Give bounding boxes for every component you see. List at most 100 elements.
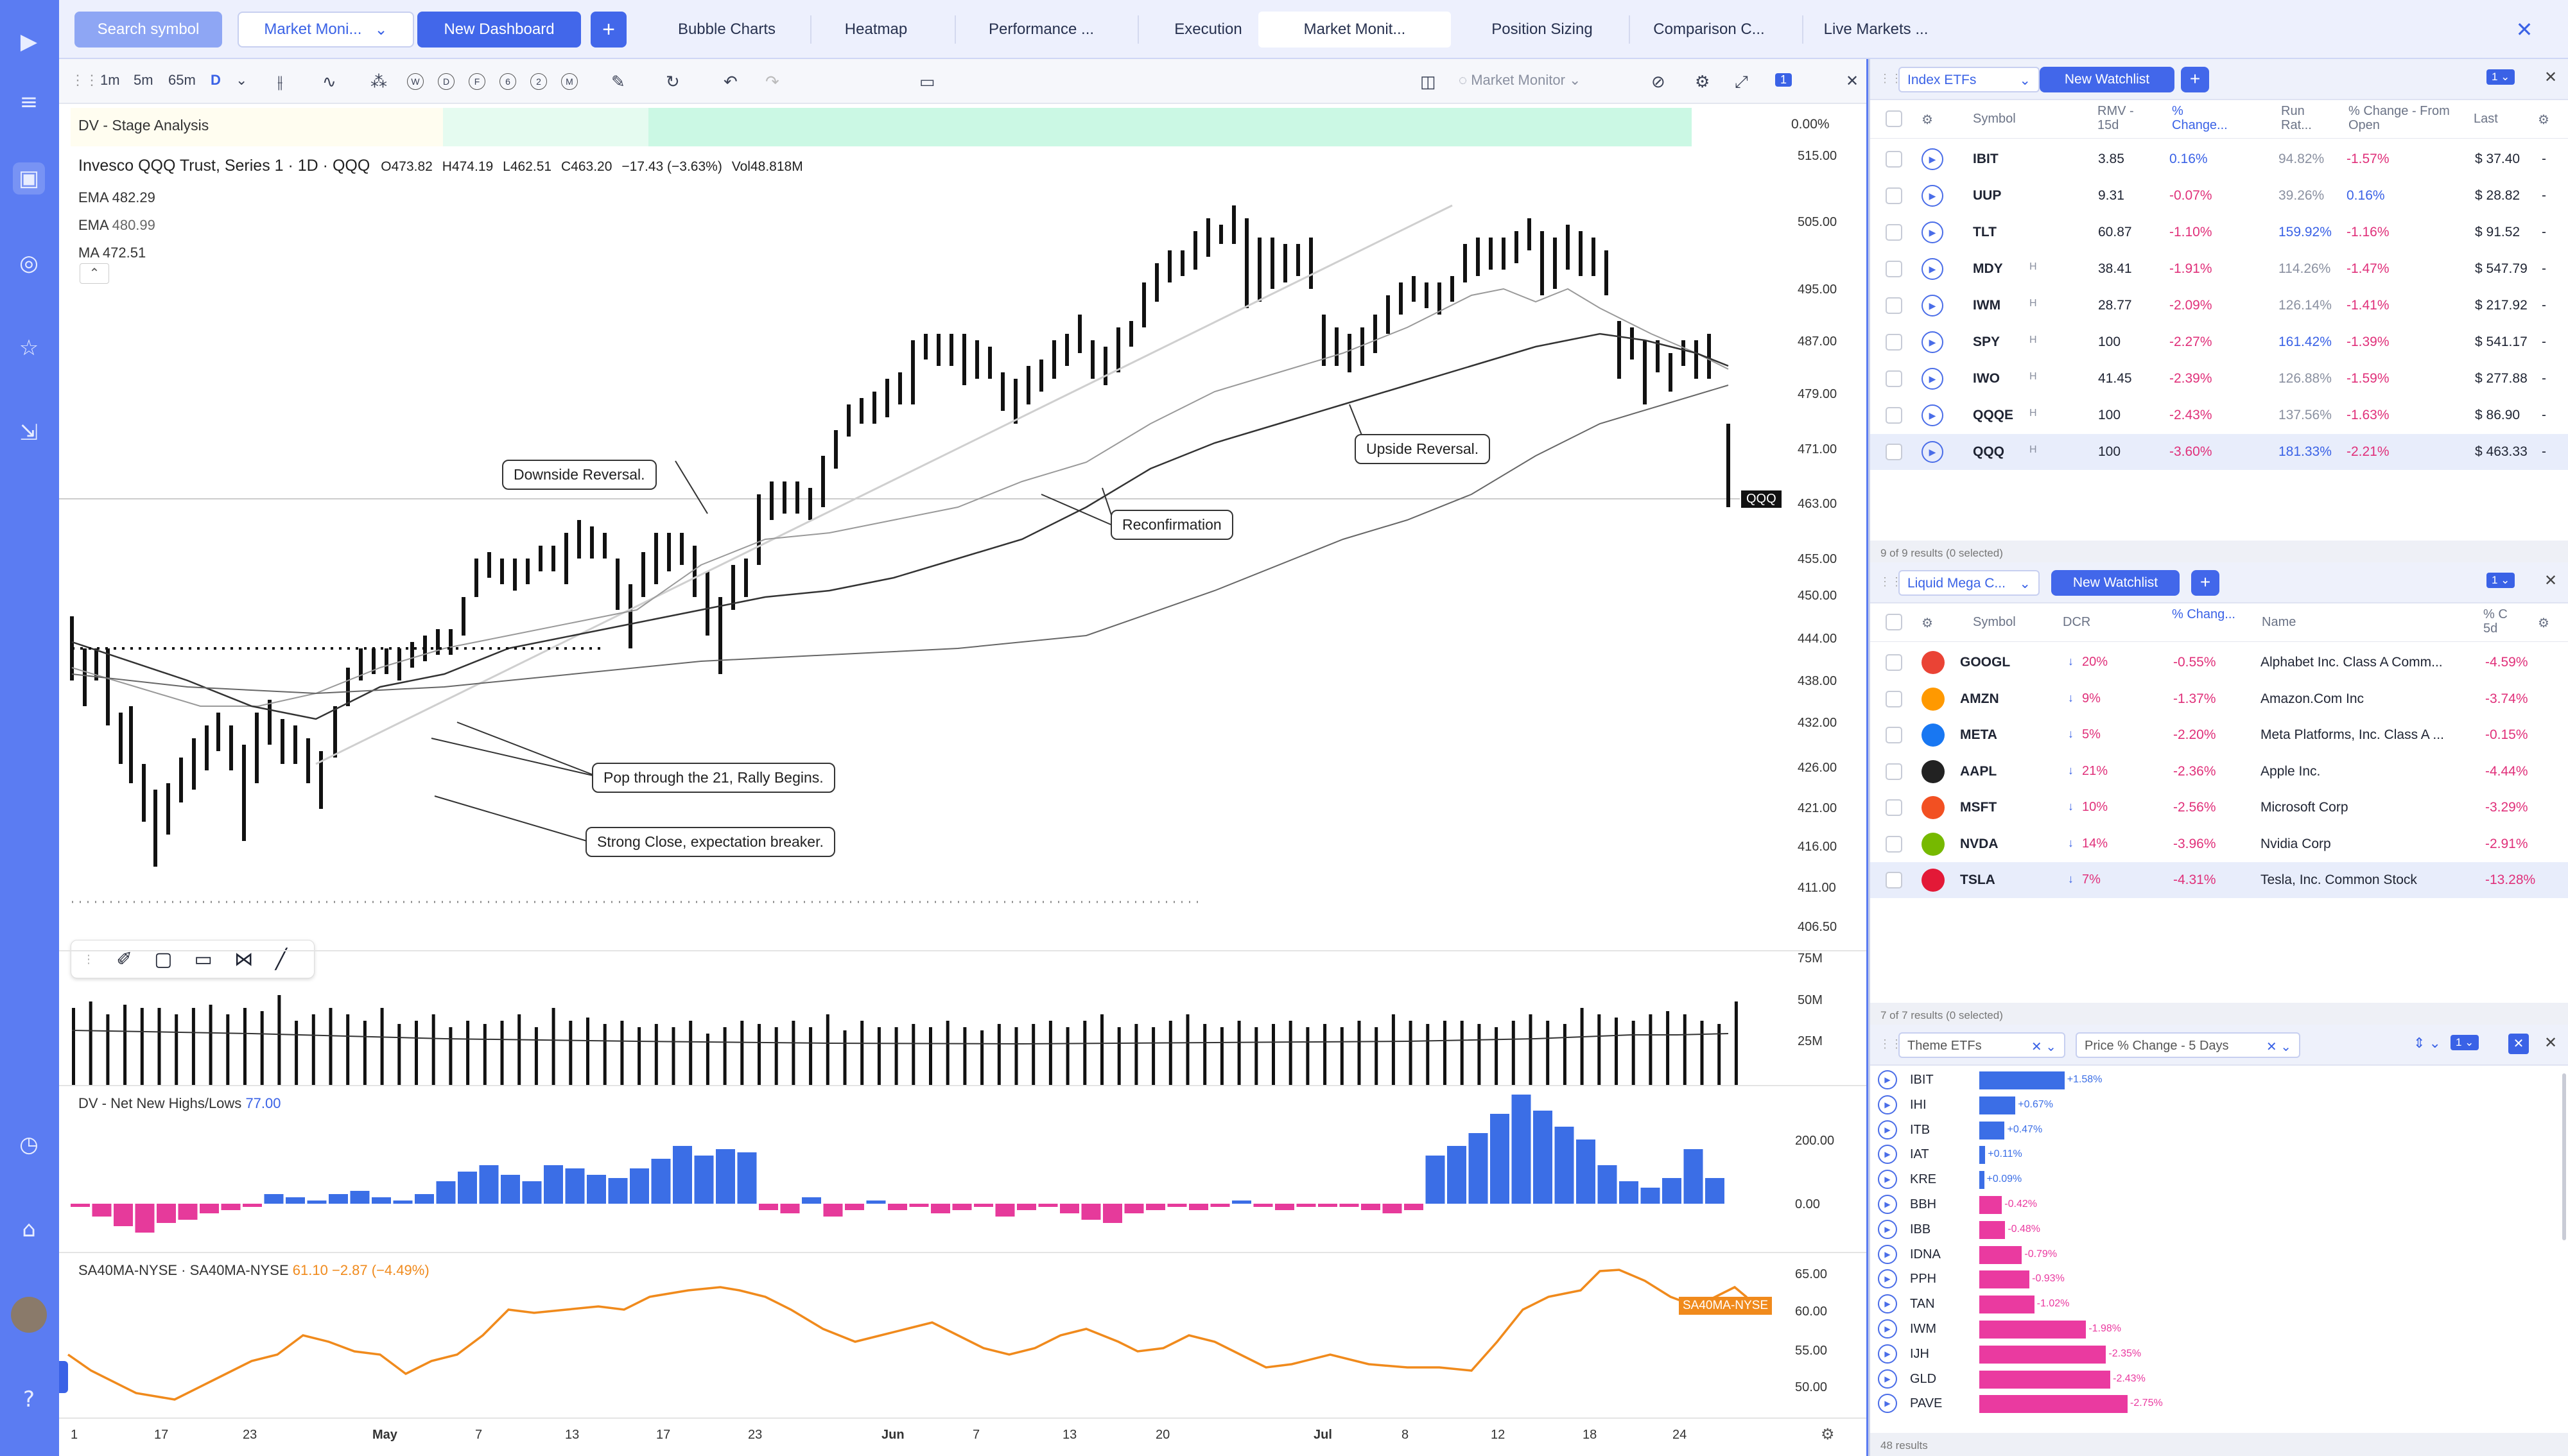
theme-symbol[interactable]: TAN bbox=[1910, 1297, 1935, 1312]
play-icon[interactable]: ▶ bbox=[1878, 1344, 1897, 1364]
drag-handle-icon[interactable]: ⋮ bbox=[83, 952, 94, 966]
symbol[interactable]: TLT bbox=[1973, 225, 1997, 239]
clock-icon[interactable]: ◷ bbox=[19, 1132, 39, 1157]
ma-row[interactable]: MA 472.51 bbox=[78, 245, 146, 261]
layout-name[interactable]: ◌ Market Monitor ⌄ bbox=[1459, 72, 1581, 88]
row-checkbox[interactable] bbox=[1886, 334, 1902, 351]
period-d[interactable]: D bbox=[438, 73, 455, 90]
play-icon[interactable]: ▶ bbox=[1922, 185, 1943, 207]
symbol[interactable]: UUP bbox=[1973, 188, 2002, 203]
close-icon[interactable]: ✕ bbox=[2544, 572, 2558, 589]
callout-strong[interactable]: Strong Close, expectation breaker. bbox=[586, 827, 835, 857]
row-checkbox[interactable] bbox=[1886, 872, 1902, 888]
symbol[interactable]: IBIT bbox=[1973, 152, 1999, 166]
collapse-legend-button[interactable]: ⌃ bbox=[80, 263, 109, 284]
row-checkbox[interactable] bbox=[1886, 151, 1902, 168]
theme-symbol[interactable]: IBB bbox=[1910, 1222, 1931, 1236]
interval-1m[interactable]: 1m bbox=[100, 72, 120, 88]
period-2[interactable]: 2 bbox=[530, 73, 547, 90]
search-icon[interactable]: ⊘ bbox=[1651, 72, 1665, 91]
chart-icon[interactable]: ⇲ bbox=[19, 420, 39, 446]
play-icon[interactable]: ▶ bbox=[1878, 1244, 1897, 1264]
symbol[interactable]: QQQE bbox=[1973, 408, 2014, 422]
star-icon[interactable]: ☆ bbox=[19, 335, 39, 361]
symbol[interactable]: MDY bbox=[1973, 261, 2003, 276]
ema-50-row[interactable]: EMA 480.99 bbox=[78, 217, 155, 233]
rectangle-icon[interactable]: ▢ bbox=[154, 948, 173, 971]
layout-icon[interactable]: ◫ bbox=[1420, 72, 1436, 91]
select-all-checkbox[interactable] bbox=[1886, 110, 1902, 127]
theme-symbol[interactable]: PAVE bbox=[1910, 1396, 1943, 1411]
play-icon[interactable]: ▶ bbox=[1878, 1219, 1897, 1239]
play-icon[interactable]: ▶ bbox=[1878, 1195, 1897, 1214]
ema-21-row[interactable]: EMA 482.29 bbox=[78, 189, 155, 205]
gear-icon[interactable]: ⚙ bbox=[1922, 616, 1933, 630]
tab-live-markets[interactable]: Live Markets ... bbox=[1823, 21, 1929, 38]
redo-icon[interactable]: ↷ bbox=[765, 72, 779, 91]
watchlist1-row[interactable]: ▶ IBIT 3.85 0.16% 94.82% -1.57% $ 37.40 - bbox=[1870, 141, 2568, 177]
undo-icon[interactable]: ↶ bbox=[724, 72, 738, 91]
tab-comparison[interactable]: Comparison C... bbox=[1653, 21, 1765, 38]
play-icon[interactable]: ▶ bbox=[1922, 295, 1943, 316]
watchlist2-row[interactable]: AMZN ↓ 9% -1.37% Amazon.Com Inc -3.74% bbox=[1870, 681, 2568, 717]
watchlist2-row[interactable]: NVDA ↓ 14% -3.96% Nvidia Corp -2.91% bbox=[1870, 826, 2568, 862]
tab-performance[interactable]: Performance ... bbox=[988, 21, 1095, 38]
col-run-rate[interactable]: Run Rat... bbox=[2281, 104, 2312, 132]
callout-pop[interactable]: Pop through the 21, Rally Begins. bbox=[592, 763, 835, 793]
watchlist2-add-button[interactable]: + bbox=[2191, 570, 2219, 596]
row-checkbox[interactable] bbox=[1886, 261, 1902, 277]
watchlist1-row[interactable]: ▶ SPY H 100 -2.27% 161.42% -1.39% $ 541.17- bbox=[1870, 324, 2568, 360]
themes-filter-select[interactable]: Theme ETFs ✕ ⌄ bbox=[1898, 1032, 2065, 1058]
watchlist1-select[interactable]: Index ETFs ⌄ bbox=[1898, 67, 2040, 92]
search-symbol-button[interactable]: Search symbol bbox=[74, 12, 222, 48]
period-6[interactable]: 6 bbox=[499, 73, 516, 90]
col-symbol[interactable]: Symbol bbox=[1973, 112, 2016, 126]
callout-reconfirm[interactable]: Reconfirmation bbox=[1111, 510, 1233, 540]
col-symbol[interactable]: Symbol bbox=[1973, 615, 2016, 629]
radar-icon[interactable]: ◎ bbox=[19, 250, 39, 276]
avatar[interactable] bbox=[11, 1297, 47, 1333]
drag-handle-icon[interactable]: ⋮⋮ bbox=[1879, 575, 1902, 588]
row-checkbox[interactable] bbox=[1886, 690, 1902, 707]
play-icon[interactable]: ▶ bbox=[1922, 258, 1943, 280]
col-change-5d[interactable]: % C 5d bbox=[2483, 607, 2508, 636]
row-checkbox[interactable] bbox=[1886, 654, 1902, 671]
settings-small-icon[interactable]: ⚙ bbox=[1821, 1426, 1835, 1443]
symbol[interactable]: QQQ bbox=[1973, 444, 2005, 459]
play-icon[interactable]: ▶ bbox=[1878, 1294, 1897, 1314]
watchlist1-row[interactable]: ▶ UUP 9.31 -0.07% 39.26% 0.16% $ 28.82 - bbox=[1870, 178, 2568, 214]
new-dashboard-button[interactable]: New Dashboard bbox=[417, 12, 581, 48]
row-checkbox[interactable] bbox=[1886, 187, 1902, 204]
col-change[interactable]: % Change... bbox=[2172, 104, 2228, 132]
menu-icon[interactable]: ≡ bbox=[19, 89, 39, 115]
volume-chart-svg[interactable] bbox=[59, 957, 1748, 1085]
gear-icon[interactable]: ⚙ bbox=[2538, 616, 2549, 630]
sort-order-icon[interactable]: ⇕ ⌄ bbox=[2413, 1035, 2441, 1051]
play-icon[interactable]: ▶ bbox=[1922, 441, 1943, 463]
row-checkbox[interactable] bbox=[1886, 444, 1902, 460]
row-checkbox[interactable] bbox=[1886, 727, 1902, 743]
pattern-icon[interactable]: ⋈ bbox=[234, 948, 254, 971]
row-checkbox[interactable] bbox=[1886, 763, 1902, 780]
col-dcr[interactable]: DCR bbox=[2063, 615, 2091, 629]
col-change[interactable]: % Chang... bbox=[2172, 607, 2235, 621]
row-checkbox[interactable] bbox=[1886, 297, 1902, 314]
theme-symbol[interactable]: KRE bbox=[1910, 1172, 1937, 1187]
line-chart-icon[interactable]: ∿ bbox=[322, 72, 336, 91]
tab-execution[interactable]: Execution bbox=[1174, 21, 1242, 38]
price-chart-svg[interactable] bbox=[59, 148, 1748, 944]
play-icon[interactable]: ▶ bbox=[1878, 1170, 1897, 1190]
symbol[interactable]: AMZN bbox=[1960, 691, 1999, 706]
theme-symbol[interactable]: GLD bbox=[1910, 1371, 1937, 1386]
gear-icon[interactable]: ⚙ bbox=[1922, 113, 1933, 127]
symbol[interactable]: AAPL bbox=[1960, 763, 1997, 779]
watchlist1-row[interactable]: ▶ QQQE H 100 -2.43% 137.56% -1.63% $ 86.90 - bbox=[1870, 397, 2568, 433]
close-icon[interactable]: ✕ bbox=[2544, 1034, 2558, 1052]
theme-symbol[interactable]: IAT bbox=[1910, 1147, 1929, 1162]
watchlist1-row[interactable]: ▶ TLT 60.87 -1.10% 159.92% -1.16% $ 91.52 - bbox=[1870, 214, 2568, 250]
eraser-icon[interactable]: ✎ bbox=[611, 72, 625, 91]
watchlist2-row[interactable]: MSFT ↓ 10% -2.56% Microsoft Corp -3.29% bbox=[1870, 790, 2568, 826]
theme-symbol[interactable]: PPH bbox=[1910, 1272, 1937, 1287]
sa-chart-svg[interactable] bbox=[59, 1258, 1748, 1419]
col-name[interactable]: Name bbox=[2262, 615, 2296, 629]
